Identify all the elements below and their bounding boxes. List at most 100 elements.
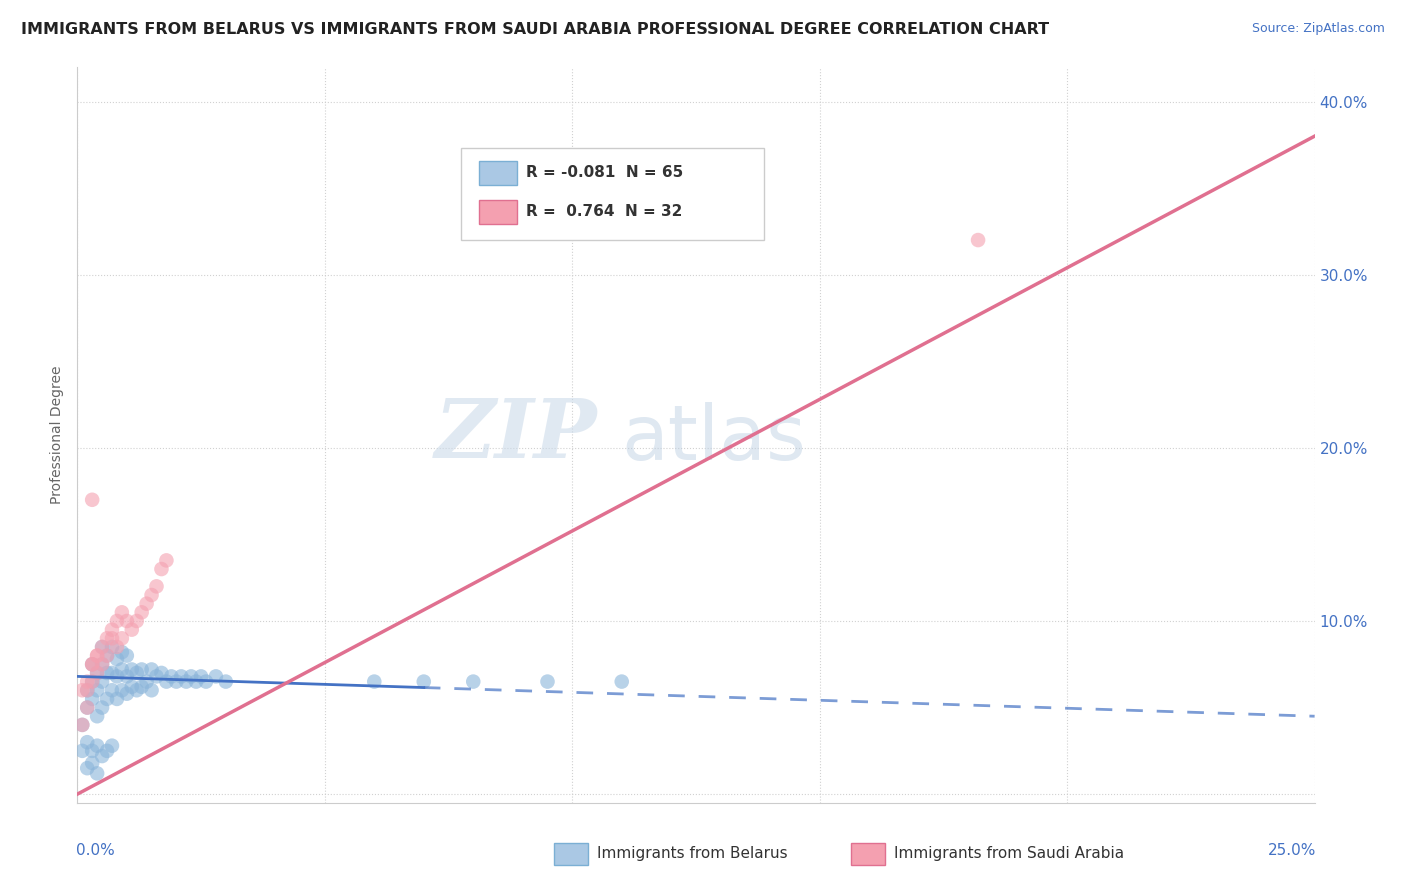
Point — [463, 674, 485, 689]
Point — [76, 700, 98, 714]
Text: Immigrants from Saudi Arabia: Immigrants from Saudi Arabia — [894, 847, 1123, 861]
Point — [101, 640, 124, 654]
Y-axis label: Professional Degree: Professional Degree — [51, 366, 65, 504]
Point — [101, 739, 124, 753]
Text: ZIP: ZIP — [434, 395, 598, 475]
Point — [91, 674, 114, 689]
Point — [86, 665, 108, 680]
Point — [121, 663, 143, 677]
Point — [82, 657, 104, 672]
Text: R = -0.081  N = 65: R = -0.081 N = 65 — [526, 165, 683, 179]
FancyBboxPatch shape — [461, 148, 763, 240]
Point — [115, 687, 138, 701]
Point — [125, 665, 148, 680]
Point — [160, 669, 183, 683]
Point — [967, 233, 990, 247]
Point — [105, 692, 128, 706]
Point — [131, 605, 153, 619]
Point — [145, 579, 167, 593]
Bar — [479, 200, 516, 224]
Point — [82, 744, 104, 758]
Point — [412, 674, 434, 689]
Point — [72, 683, 94, 698]
Point — [96, 648, 118, 663]
Point — [105, 652, 128, 666]
Point — [155, 553, 177, 567]
Point — [115, 614, 138, 628]
Point — [141, 588, 163, 602]
Point — [91, 657, 114, 672]
Point — [121, 623, 143, 637]
Point — [121, 680, 143, 694]
Point — [82, 492, 104, 507]
Point — [135, 597, 157, 611]
Point — [111, 605, 134, 619]
Point — [610, 674, 633, 689]
Point — [190, 669, 212, 683]
Point — [96, 665, 118, 680]
Bar — [851, 843, 886, 865]
Point — [82, 657, 104, 672]
Point — [125, 683, 148, 698]
Point — [91, 700, 114, 714]
Point — [91, 640, 114, 654]
Point — [215, 674, 238, 689]
Point — [86, 766, 108, 780]
Point — [91, 749, 114, 764]
Point — [150, 562, 173, 576]
Point — [86, 683, 108, 698]
Point — [536, 674, 558, 689]
Point — [155, 674, 177, 689]
Point — [72, 718, 94, 732]
Point — [76, 700, 98, 714]
Text: 25.0%: 25.0% — [1267, 843, 1316, 858]
Bar — [554, 843, 588, 865]
Point — [105, 614, 128, 628]
Point — [145, 669, 167, 683]
Point — [82, 657, 104, 672]
Point — [170, 669, 193, 683]
Point — [165, 674, 187, 689]
Text: 0.0%: 0.0% — [76, 843, 115, 858]
Point — [76, 735, 98, 749]
Point — [131, 663, 153, 677]
Point — [111, 632, 134, 646]
Point — [105, 640, 128, 654]
Point — [105, 669, 128, 683]
Point — [96, 692, 118, 706]
Text: atlas: atlas — [621, 401, 807, 475]
Text: IMMIGRANTS FROM BELARUS VS IMMIGRANTS FROM SAUDI ARABIA PROFESSIONAL DEGREE CORR: IMMIGRANTS FROM BELARUS VS IMMIGRANTS FR… — [21, 22, 1049, 37]
Point — [96, 632, 118, 646]
Point — [101, 623, 124, 637]
Point — [101, 665, 124, 680]
Point — [86, 739, 108, 753]
Point — [82, 674, 104, 689]
Point — [82, 692, 104, 706]
Point — [76, 683, 98, 698]
Point — [96, 648, 118, 663]
Point — [111, 663, 134, 677]
Text: R =  0.764  N = 32: R = 0.764 N = 32 — [526, 203, 683, 219]
Point — [91, 657, 114, 672]
Point — [141, 663, 163, 677]
Point — [72, 744, 94, 758]
Text: Immigrants from Belarus: Immigrants from Belarus — [598, 847, 787, 861]
Point — [96, 744, 118, 758]
Point — [76, 674, 98, 689]
Point — [125, 614, 148, 628]
Point — [115, 648, 138, 663]
Point — [101, 683, 124, 698]
Point — [135, 674, 157, 689]
Point — [72, 718, 94, 732]
Point — [86, 648, 108, 663]
Point — [363, 674, 385, 689]
Point — [150, 665, 173, 680]
Point — [86, 648, 108, 663]
Point — [76, 683, 98, 698]
Point — [111, 683, 134, 698]
Point — [184, 674, 207, 689]
Point — [174, 674, 197, 689]
Point — [115, 669, 138, 683]
Text: Source: ZipAtlas.com: Source: ZipAtlas.com — [1251, 22, 1385, 36]
Point — [131, 680, 153, 694]
